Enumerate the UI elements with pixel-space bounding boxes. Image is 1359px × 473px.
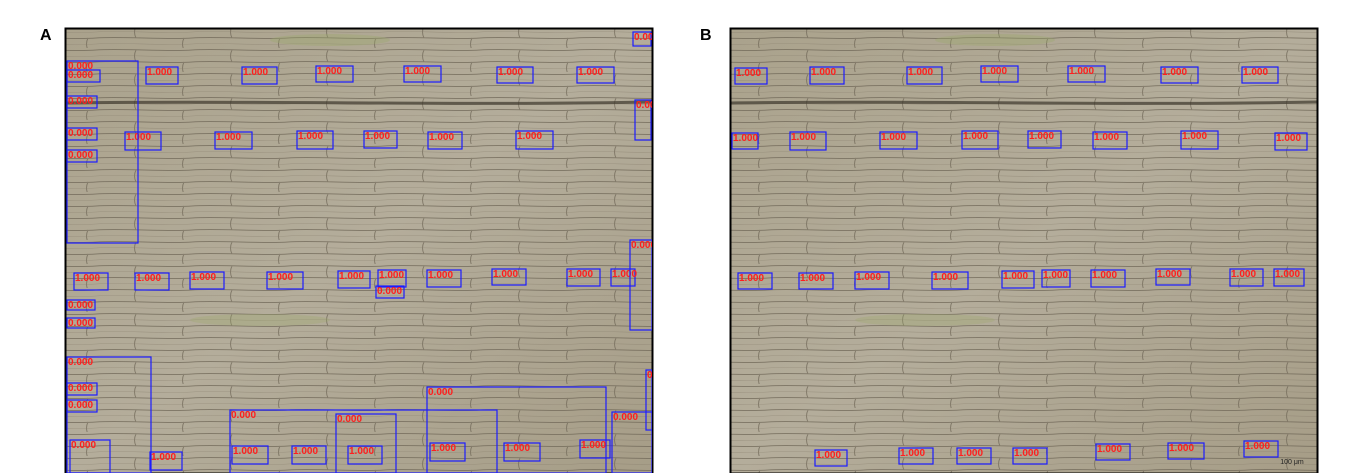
detection-score: 1.000 (405, 66, 430, 77)
detection-score: 1.000 (349, 446, 374, 457)
detection-score: 1.000 (365, 131, 390, 142)
detection-score: 1.000 (75, 273, 100, 284)
detection-score: 0.000 (68, 318, 93, 329)
detection-score: 1.000 (517, 131, 542, 142)
detection-score: 1.000 (1162, 67, 1187, 78)
detection-score: 0.000 (68, 400, 93, 411)
detection-score: 1.000 (136, 273, 161, 284)
detection-score: 1.000 (1029, 131, 1054, 142)
detection-score: 1.000 (908, 67, 933, 78)
detection-score: 1.000 (498, 67, 523, 78)
detection-score: 0.000 (647, 370, 672, 381)
detection-score: 1.000 (581, 440, 606, 451)
detection-score: 1.000 (1094, 132, 1119, 143)
figure: A B 100 μm 1.000 1.000 1.000 1.000 1.000 1.00… (0, 0, 1359, 473)
detection-score: 1.000 (216, 132, 241, 143)
detection-score: 1.000 (800, 273, 825, 284)
detection-score: 1.000 (1157, 269, 1182, 280)
detection-score: 0.000 (428, 387, 453, 398)
detection-score: 1.000 (379, 270, 404, 281)
detection-score: 1.000 (428, 270, 453, 281)
micrograph (66, 29, 652, 473)
detection-score: 1.000 (1243, 67, 1268, 78)
detection-score: 1.000 (1245, 441, 1270, 452)
detection-score: 1.000 (568, 269, 593, 280)
detection-score: 1.000 (429, 132, 454, 143)
detection-score: 0.000 (68, 300, 93, 311)
detection-score: 0.000 (231, 410, 256, 421)
detection-score: 1.000 (733, 133, 758, 144)
panel-label: A (40, 27, 52, 44)
panel-label: B (700, 27, 712, 44)
detection-score: 1.000 (963, 131, 988, 142)
detection-score: 1.000 (1275, 269, 1300, 280)
detection-score: 0.000 (377, 286, 402, 297)
detection-score: 1.000 (191, 272, 216, 283)
detection-score: 1.000 (1043, 270, 1068, 281)
detection-score: 1.000 (856, 272, 881, 283)
detection-score: 1.000 (1069, 66, 1094, 77)
detection-score: 1.000 (881, 132, 906, 143)
detection-score: 0.000 (634, 32, 659, 43)
detection-score: 0.000 (68, 150, 93, 161)
detection-score: 1.000 (933, 272, 958, 283)
detection-score: 1.000 (739, 273, 764, 284)
detection-score: 1.000 (1231, 269, 1256, 280)
detection-score: 1.000 (612, 269, 637, 280)
scale-bar-label: 100 μm (1280, 459, 1304, 466)
detection-score: 1.000 (982, 66, 1007, 77)
detection-score: 1.000 (317, 66, 342, 77)
detection-score: 0.000 (68, 96, 93, 107)
detection-score: 1.000 (791, 132, 816, 143)
detection-score: 0.000 (71, 440, 96, 451)
detection-score: 1.000 (268, 272, 293, 283)
detection-score: 1.000 (578, 67, 603, 78)
detection-score: 1.000 (1276, 133, 1301, 144)
detection-score: 1.000 (1097, 444, 1122, 455)
detection-score: 1.000 (1014, 448, 1039, 459)
detection-score: 1.000 (243, 67, 268, 78)
detection-score: 1.000 (900, 448, 925, 459)
micrograph: 100 μm (731, 29, 1317, 473)
detection-score: 1.000 (293, 446, 318, 457)
detection-score: 0.000 (68, 128, 93, 139)
detection-score: 1.000 (958, 448, 983, 459)
detection-score: 0.000 (68, 383, 93, 394)
detection-score: 1.000 (1169, 443, 1194, 454)
detection-score: 1.000 (339, 271, 364, 282)
detection-score: 1.000 (298, 131, 323, 142)
detection-score: 1.000 (505, 443, 530, 454)
detection-score: 0.000 (68, 70, 93, 81)
detection-score: 1.000 (811, 67, 836, 78)
detection-score: 1.000 (151, 452, 176, 463)
detection-score: 0.000 (337, 414, 362, 425)
detection-score: 1.000 (493, 269, 518, 280)
detection-score: 1.000 (816, 450, 841, 461)
detection-score: 0.000 (636, 100, 661, 111)
page: A B 100 μm 1.000 1.000 1.000 1.000 1.000 1.00… (0, 0, 1359, 473)
detection-score: 1.000 (1182, 131, 1207, 142)
detection-score: 1.000 (126, 132, 151, 143)
detection-score: 1.000 (431, 443, 456, 454)
detection-score: 1.000 (736, 68, 761, 79)
detection-score: 1.000 (1092, 270, 1117, 281)
detection-score: 1.000 (1003, 271, 1028, 282)
detection-score: 1.000 (147, 67, 172, 78)
detection-score: 0.000 (68, 357, 93, 368)
detection-score: 0.000 (613, 412, 638, 423)
detection-score: 1.000 (233, 446, 258, 457)
